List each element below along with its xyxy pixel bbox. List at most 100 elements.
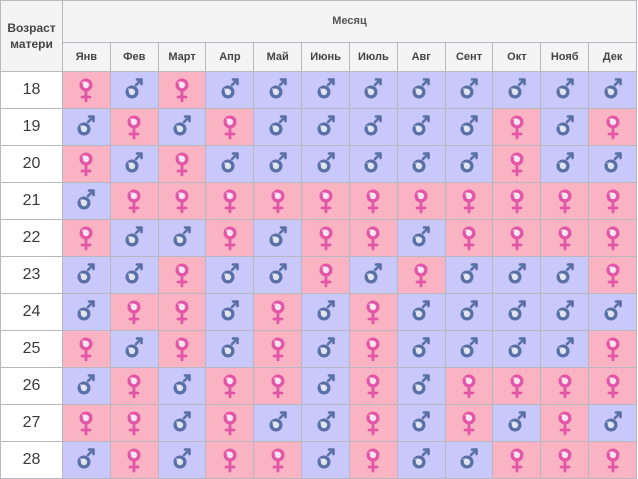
female-symbol-icon [266, 189, 290, 214]
girl-cell [301, 219, 350, 257]
male-symbol-icon [505, 78, 529, 99]
female-symbol-icon [122, 115, 146, 140]
boy-cell [157, 108, 207, 146]
month-label: Нояб [540, 41, 590, 73]
girl-cell [348, 182, 398, 220]
male-symbol-icon [409, 115, 433, 136]
boy-cell [444, 441, 494, 479]
girl-cell [588, 441, 637, 479]
boy-cell [301, 330, 350, 368]
male-symbol-icon [266, 152, 290, 173]
boy-cell [253, 108, 303, 146]
girl-cell [205, 441, 255, 479]
girl-cell [253, 330, 303, 368]
male-symbol-icon [314, 300, 338, 321]
girl-cell [396, 182, 446, 220]
boy-cell [444, 71, 494, 109]
male-symbol-icon [170, 226, 194, 247]
male-symbol-icon [457, 115, 481, 136]
boy-cell [301, 367, 350, 405]
boy-cell [396, 219, 446, 257]
female-symbol-icon [266, 374, 290, 399]
boy-cell [205, 145, 255, 183]
male-symbol-icon [122, 263, 146, 284]
girl-cell [444, 182, 494, 220]
girl-cell [109, 441, 159, 479]
boy-cell [396, 293, 446, 331]
male-symbol-icon [314, 411, 338, 432]
girl-cell [540, 441, 590, 479]
boy-cell [348, 108, 398, 146]
female-symbol-icon [601, 226, 625, 251]
boy-cell [396, 404, 446, 442]
boy-cell [62, 293, 111, 331]
male-symbol-icon [457, 78, 481, 99]
girl-cell [62, 404, 111, 442]
boy-cell [492, 71, 542, 109]
girl-cell [348, 367, 398, 405]
male-symbol-icon [122, 337, 146, 358]
female-symbol-icon [601, 448, 625, 473]
female-symbol-icon [553, 411, 577, 436]
female-symbol-icon [218, 374, 242, 399]
male-symbol-icon [266, 78, 290, 99]
male-symbol-icon [409, 226, 433, 247]
girl-cell [157, 145, 207, 183]
boy-cell [109, 330, 159, 368]
male-symbol-icon [505, 337, 529, 358]
girl-cell [62, 71, 111, 109]
female-symbol-icon [505, 448, 529, 473]
girl-cell [301, 256, 350, 294]
male-symbol-icon [361, 263, 385, 284]
female-symbol-icon [218, 115, 242, 140]
mother-age-cell: 22 [0, 219, 63, 257]
girl-cell [205, 367, 255, 405]
month-header: Месяц [62, 0, 637, 43]
boy-cell [301, 108, 350, 146]
boy-cell [109, 71, 159, 109]
boy-cell [253, 219, 303, 257]
mother-age-cell: 28 [0, 441, 63, 479]
table-body: 18 19 20 21 22 23 24 25 26 27 28 [0, 71, 637, 479]
female-symbol-icon [505, 115, 529, 140]
boy-cell [301, 404, 350, 442]
mother-age-cell: 20 [0, 145, 63, 183]
girl-cell [157, 330, 207, 368]
boy-cell [62, 108, 111, 146]
mother-age-cell: 27 [0, 404, 63, 442]
female-symbol-icon [553, 374, 577, 399]
girl-cell [157, 182, 207, 220]
male-symbol-icon [457, 152, 481, 173]
male-symbol-icon [74, 263, 98, 284]
boy-cell [301, 145, 350, 183]
table-row: 24 [0, 293, 637, 331]
girl-cell [205, 182, 255, 220]
male-symbol-icon [409, 411, 433, 432]
girl-cell [109, 367, 159, 405]
female-symbol-icon [266, 337, 290, 362]
girl-cell [348, 293, 398, 331]
male-symbol-icon [122, 78, 146, 99]
female-symbol-icon [122, 300, 146, 325]
boy-cell [444, 330, 494, 368]
boy-cell [588, 404, 637, 442]
girl-cell [157, 256, 207, 294]
male-symbol-icon [122, 152, 146, 173]
male-symbol-icon [505, 300, 529, 321]
female-symbol-icon [314, 226, 338, 251]
female-symbol-icon [457, 374, 481, 399]
girl-cell [348, 441, 398, 479]
girl-cell [540, 219, 590, 257]
female-symbol-icon [601, 115, 625, 140]
boy-cell [253, 145, 303, 183]
male-symbol-icon [218, 78, 242, 99]
boy-cell [588, 71, 637, 109]
female-symbol-icon [601, 263, 625, 288]
male-symbol-icon [505, 411, 529, 432]
month-label: Март [157, 41, 207, 73]
female-symbol-icon [505, 189, 529, 214]
boy-cell [62, 367, 111, 405]
male-symbol-icon [74, 115, 98, 136]
boy-cell [396, 441, 446, 479]
